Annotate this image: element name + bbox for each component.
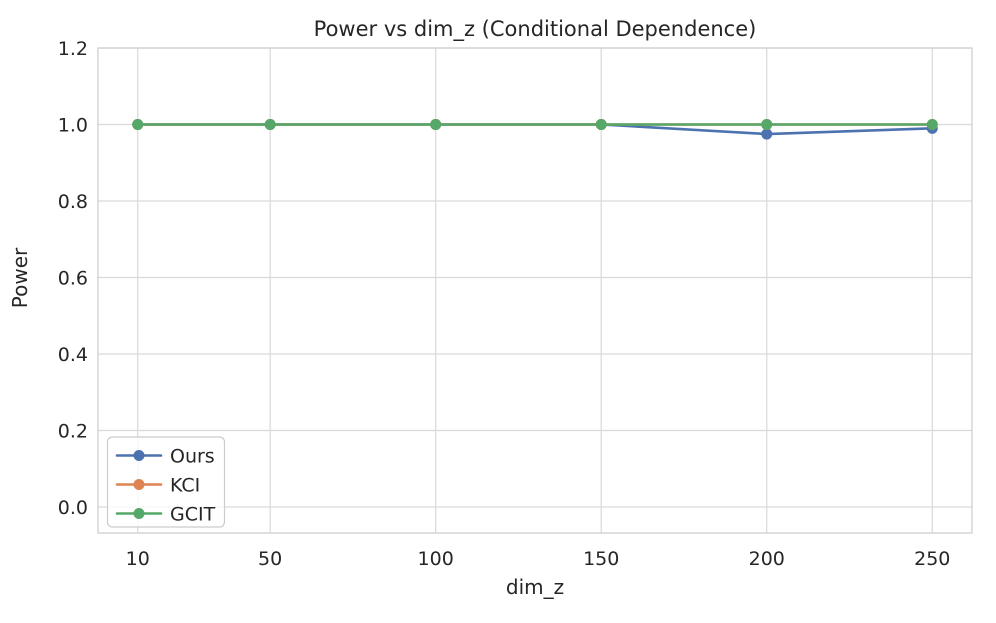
- data-point-marker: [926, 118, 938, 130]
- data-point-marker: [430, 118, 442, 130]
- series-line: [136, 123, 934, 136]
- y-tick-label: 0.4: [58, 344, 88, 366]
- tick-labels: 10 50 100 150 200 250 0.0 0.2 0.4 0.6 0.8 1.0 1.2: [58, 38, 951, 570]
- y-tick-label: 0.6: [58, 267, 88, 289]
- x-tick-label: 10: [126, 548, 150, 570]
- data-point-marker: [264, 118, 276, 130]
- series-ours: [132, 118, 938, 140]
- x-axis-label: dim_z: [506, 575, 564, 599]
- legend: Ours KCI GCIT: [106, 436, 226, 528]
- legend-item-kci: KCI: [115, 475, 200, 497]
- y-axis-label: Power: [8, 247, 32, 308]
- legend-label: GCIT: [170, 504, 216, 526]
- x-tick-label: 150: [583, 548, 619, 570]
- chart-title: Power vs dim_z (Conditional Dependence): [314, 17, 757, 42]
- legend-label: Ours: [170, 446, 215, 468]
- legend-marker: [133, 508, 145, 519]
- x-tick-label: 250: [914, 548, 950, 570]
- x-tick-label: 100: [418, 548, 454, 570]
- legend-item-gcit: GCIT: [115, 504, 216, 526]
- y-tick-label: 1.2: [58, 38, 88, 60]
- series-lines: [132, 118, 938, 140]
- gridlines: [98, 47, 972, 533]
- data-point-marker: [595, 118, 607, 130]
- y-tick-label: 0.0: [58, 497, 88, 519]
- y-tick-label: 1.0: [58, 114, 88, 136]
- data-point-marker: [132, 118, 144, 130]
- data-point-marker: [761, 118, 773, 130]
- legend-marker: [133, 479, 145, 490]
- legend-label: KCI: [170, 475, 200, 497]
- legend-marker: [133, 450, 145, 461]
- x-tick-label: 50: [258, 548, 282, 570]
- x-tick-label: 200: [749, 548, 785, 570]
- legend-item-ours: Ours: [115, 446, 215, 468]
- y-tick-label: 0.8: [58, 191, 88, 213]
- y-tick-label: 0.2: [58, 420, 88, 442]
- plot-border: [97, 47, 973, 534]
- data-point-marker: [761, 128, 773, 140]
- series-gcit: [132, 118, 938, 130]
